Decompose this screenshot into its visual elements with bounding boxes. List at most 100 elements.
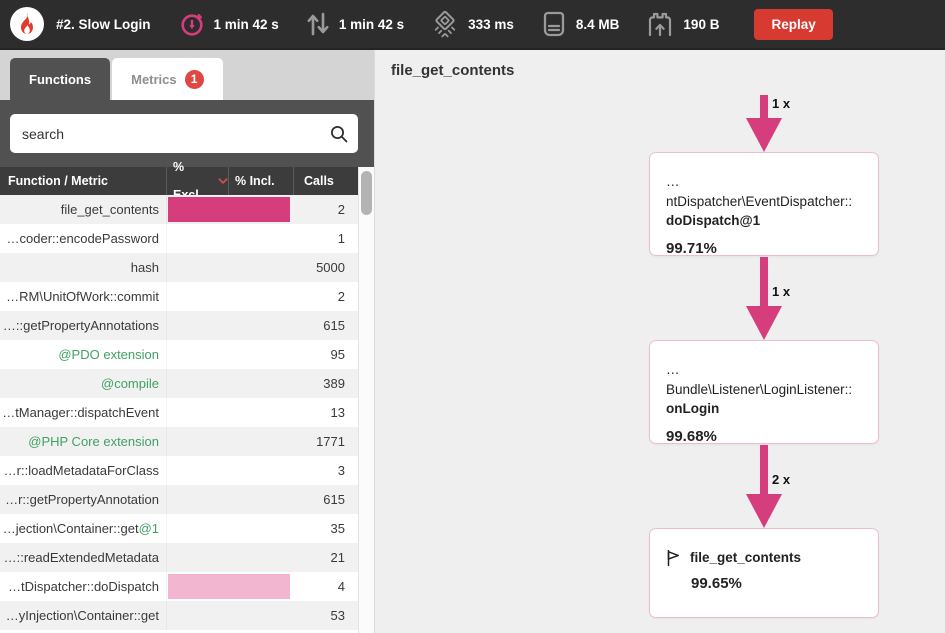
graph-node-dodispatch[interactable]: …ntDispatcher\EventDispatcher:: doDispat…	[649, 152, 879, 257]
table-row[interactable]: …::getPropertyAnnotations 615	[0, 311, 358, 340]
calls-value: 3	[337, 463, 345, 478]
table-row[interactable]: @PDO extension 95	[0, 340, 358, 369]
function-name: …coder::encodePassword	[6, 231, 159, 246]
function-name: @compile	[101, 376, 159, 391]
metrics-badge: 1	[184, 69, 204, 89]
function-name: …yInjection\Container::get	[5, 608, 159, 623]
function-name: …jection\Container::get@1	[2, 521, 159, 536]
table-row[interactable]: file_get_contents 2	[0, 195, 358, 224]
percent-bar-cell	[166, 398, 292, 427]
function-name: hash	[130, 260, 159, 275]
calls-value: 4	[337, 579, 345, 594]
wall-time-value: 1 min 42 s	[213, 16, 279, 32]
stat-io-time: 1 min 42 s	[306, 11, 404, 37]
profile-title: #2. Slow Login	[56, 16, 151, 32]
function-name: …tDispatcher::doDispatch	[7, 579, 159, 594]
scrollbar-thumb[interactable]	[361, 171, 372, 215]
calls-value: 53	[330, 608, 345, 623]
percent-bar-cell	[166, 282, 292, 311]
tab-metrics-label: Metrics	[131, 71, 177, 87]
node-method-text: onLogin	[666, 401, 720, 417]
node-percent: 99.65%	[691, 574, 742, 592]
table-row[interactable]: …::readExtendedMetadata 21	[0, 543, 358, 572]
network-value: 190 B	[683, 16, 720, 32]
blackfire-logo	[10, 7, 44, 41]
graph-node-onlogin[interactable]: …Bundle\Listener\LoginListener:: onLogin…	[649, 340, 879, 445]
edge-count-label: 2 x	[772, 472, 791, 487]
stat-network: 190 B	[646, 11, 719, 37]
io-time-value: 1 min 42 s	[338, 16, 405, 32]
node-class-text: …ntDispatcher\EventDispatcher::	[666, 174, 853, 209]
function-name-suffix: @1	[138, 521, 159, 536]
calls-value: 1	[337, 231, 345, 246]
graph-title: file_get_contents	[391, 62, 515, 79]
function-name: …::readExtendedMetadata	[3, 550, 159, 565]
calls-value: 389	[323, 376, 345, 391]
function-table-body: file_get_contents 2 …coder::encodePassword…	[0, 195, 358, 633]
percent-bar-cell	[166, 195, 292, 224]
percent-bar-cell	[166, 224, 292, 253]
function-name: …r::getPropertyAnnotation	[5, 492, 159, 507]
arrow-shaft	[760, 445, 768, 494]
arrow-head-icon	[746, 118, 782, 152]
header-percent-excl[interactable]: % Excl.	[166, 160, 228, 202]
percent-bar-cell	[166, 543, 292, 572]
stat-memory: 8.4 MB	[541, 10, 620, 38]
io-arrows-icon	[307, 12, 329, 36]
table-row[interactable]: hash 5000	[0, 253, 358, 282]
edge-arrow-3: 2 x	[746, 445, 790, 528]
sort-desc-icon	[218, 178, 228, 184]
header-function-metric[interactable]: Function / Metric	[8, 174, 108, 188]
percent-bar-cell	[166, 485, 292, 514]
percent-bar-cell	[166, 253, 292, 282]
percent-bar-cell	[166, 311, 292, 340]
sidebar-scrollbar[interactable]	[358, 167, 374, 633]
stat-wall-time: 1 min 42 s	[179, 11, 279, 37]
table-header: Function / Metric % Excl. % Incl. Calls	[0, 160, 358, 202]
table-row[interactable]: …jection\Container::get@1 35	[0, 514, 358, 543]
tab-metrics[interactable]: Metrics 1	[112, 58, 223, 100]
table-row[interactable]: …r::loadMetadataForClass 3	[0, 456, 358, 485]
table-row[interactable]: …tDispatcher::doDispatch 4	[0, 572, 358, 601]
cpu-time-value: 333 ms	[468, 16, 514, 32]
edge-count-label: 1 x	[772, 284, 791, 299]
calls-value: 21	[330, 550, 345, 565]
function-name: @PDO extension	[58, 347, 159, 362]
node-method-text: file_get_contents	[690, 550, 802, 565]
percent-bar-cell	[166, 572, 292, 601]
left-panel: Functions Metrics 1 Function / Metric % …	[0, 50, 374, 633]
memory-icon	[543, 11, 565, 37]
calls-value: 2	[337, 202, 345, 217]
search-input[interactable]	[10, 114, 358, 153]
memory-value: 8.4 MB	[575, 16, 620, 32]
function-name: …::getPropertyAnnotations	[2, 318, 159, 333]
node-method-line: file_get_contents	[666, 548, 862, 568]
function-name: …r::loadMetadataForClass	[3, 463, 159, 478]
table-row[interactable]: @PHP Core extension 1771	[0, 427, 358, 456]
cpu-icon	[434, 10, 456, 38]
table-row[interactable]: …tManager::dispatchEvent 13	[0, 398, 358, 427]
percent-bar	[168, 197, 290, 222]
search-icon[interactable]	[330, 125, 348, 143]
header-percent-incl[interactable]: % Incl.	[228, 167, 293, 195]
table-row[interactable]: …RM\UnitOfWork::commit 2	[0, 282, 358, 311]
percent-bar-cell	[166, 340, 292, 369]
stopwatch-icon	[180, 13, 203, 36]
tab-bar: Functions Metrics 1	[0, 50, 374, 100]
calls-value: 1771	[316, 434, 345, 449]
percent-bar-cell	[166, 514, 292, 543]
edge-count-label: 1 x	[772, 96, 791, 111]
table-row[interactable]: …r::getPropertyAnnotation 615	[0, 485, 358, 514]
calls-value: 615	[323, 318, 345, 333]
graph-node-file-get-contents[interactable]: file_get_contents 99.65%	[649, 528, 879, 618]
stat-cpu-time: 333 ms	[431, 10, 514, 38]
table-row[interactable]: …coder::encodePassword 1	[0, 224, 358, 253]
replay-button[interactable]: Replay	[754, 8, 833, 40]
table-row[interactable]: @compile 389	[0, 369, 358, 398]
flag-icon	[667, 549, 680, 566]
function-name: …RM\UnitOfWork::commit	[6, 289, 159, 304]
table-row[interactable]: …yInjection\Container::get 53	[0, 601, 358, 630]
tab-functions[interactable]: Functions	[10, 58, 111, 100]
header-calls[interactable]: Calls	[293, 167, 358, 195]
percent-bar-cell	[166, 427, 292, 456]
